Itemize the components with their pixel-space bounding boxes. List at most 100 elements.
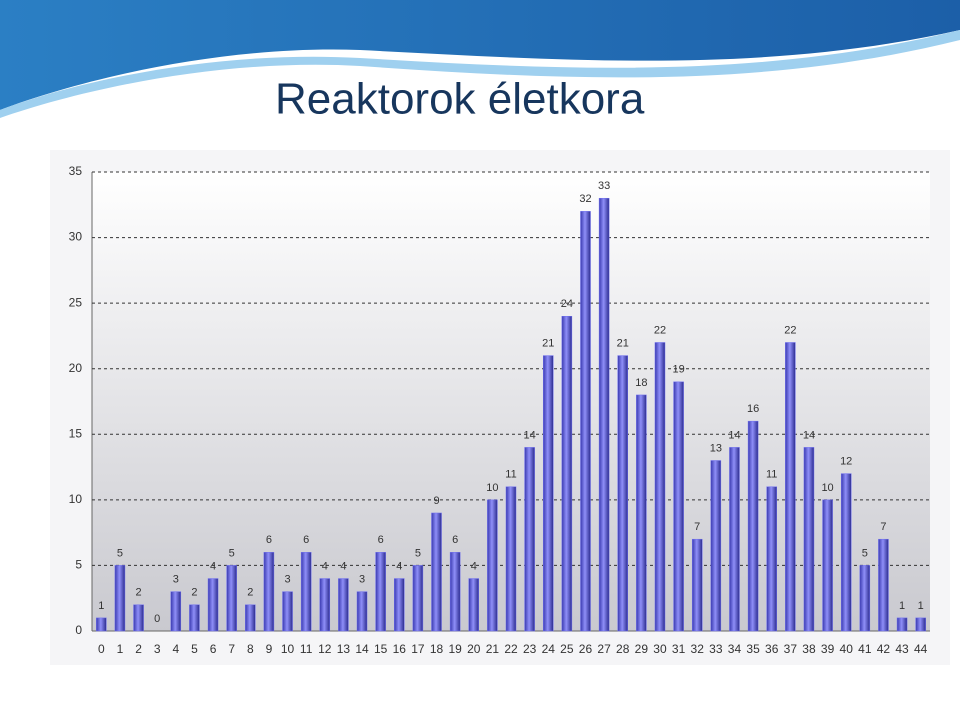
value-label: 24 <box>561 298 573 310</box>
x-tick-label: 3 <box>154 642 161 656</box>
x-tick-label: 43 <box>895 642 909 656</box>
bar <box>245 604 256 632</box>
x-tick-label: 17 <box>411 642 425 656</box>
bar <box>487 499 498 632</box>
value-label: 16 <box>747 403 759 415</box>
bar <box>226 565 237 632</box>
x-tick-label: 42 <box>877 642 891 656</box>
x-tick-label: 36 <box>765 642 779 656</box>
bar <box>785 342 796 632</box>
bar <box>114 565 126 632</box>
value-label: 4 <box>322 560 328 572</box>
title: Reaktorok életkora <box>275 75 645 124</box>
x-tick-label: 29 <box>635 642 649 656</box>
y-tick-label: 10 <box>69 492 83 506</box>
value-label: 19 <box>672 364 684 376</box>
x-tick-label: 13 <box>337 642 351 656</box>
y-tick-label: 15 <box>69 426 83 440</box>
x-tick-label: 35 <box>746 642 760 656</box>
x-tick-label: 6 <box>210 642 217 656</box>
x-tick-label: 22 <box>504 642 518 656</box>
value-label: 21 <box>542 338 554 350</box>
value-label: 22 <box>784 324 796 336</box>
x-tick-label: 20 <box>467 642 481 656</box>
x-tick-label: 12 <box>318 642 332 656</box>
bar <box>729 447 740 632</box>
bar <box>375 552 386 632</box>
bar <box>338 578 349 632</box>
x-tick-label: 44 <box>914 642 928 656</box>
bar <box>319 578 331 632</box>
value-label: 13 <box>710 442 722 454</box>
value-label: 4 <box>471 560 477 572</box>
bar <box>822 499 833 632</box>
x-tick-label: 9 <box>266 642 273 656</box>
x-tick-label: 21 <box>486 642 500 656</box>
x-tick-label: 14 <box>355 642 369 656</box>
x-tick-label: 5 <box>191 642 198 656</box>
plot: 0510152025303501152230435264758296103116… <box>69 164 930 656</box>
x-tick-label: 26 <box>579 642 593 656</box>
x-tick-label: 28 <box>616 642 630 656</box>
bar <box>710 460 722 632</box>
x-tick-label: 37 <box>784 642 798 656</box>
x-tick-label: 18 <box>430 642 444 656</box>
x-tick-label: 15 <box>374 642 388 656</box>
value-label: 11 <box>766 469 777 481</box>
value-label: 32 <box>579 193 591 205</box>
x-tick-label: 8 <box>247 642 254 656</box>
value-label: 5 <box>229 547 235 559</box>
y-tick-label: 30 <box>69 230 83 244</box>
bar <box>189 604 200 632</box>
x-tick-label: 32 <box>691 642 705 656</box>
value-label: 5 <box>117 547 123 559</box>
bar <box>170 591 182 632</box>
value-label: 1 <box>899 600 905 612</box>
bar <box>896 617 908 632</box>
bar <box>412 565 424 632</box>
bar <box>915 617 926 632</box>
bar <box>356 591 368 632</box>
bar <box>431 512 442 632</box>
value-label: 18 <box>635 377 647 389</box>
bar <box>654 342 666 632</box>
bar <box>96 617 107 632</box>
value-label: 1 <box>918 600 924 612</box>
bar <box>524 447 535 632</box>
x-tick-label: 0 <box>98 642 105 656</box>
x-tick-label: 10 <box>281 642 295 656</box>
value-label: 7 <box>880 521 886 533</box>
value-label: 9 <box>433 495 439 507</box>
bar <box>747 420 759 632</box>
value-label: 21 <box>617 338 629 350</box>
x-tick-label: 33 <box>709 642 723 656</box>
header-wave <box>0 0 960 110</box>
x-tick-label: 23 <box>523 642 537 656</box>
x-tick-label: 19 <box>448 642 462 656</box>
bar <box>394 578 405 632</box>
value-label: 7 <box>694 521 700 533</box>
value-label: 2 <box>135 587 141 599</box>
value-label: 2 <box>247 587 253 599</box>
value-label: 11 <box>505 469 516 481</box>
y-tick-label: 20 <box>69 361 83 375</box>
value-label: 14 <box>803 429 815 441</box>
value-label: 10 <box>821 482 833 494</box>
value-label: 3 <box>284 574 290 586</box>
value-label: 4 <box>210 560 216 572</box>
value-label: 33 <box>598 180 610 192</box>
value-label: 12 <box>840 456 852 468</box>
bar <box>505 486 517 632</box>
x-tick-label: 2 <box>135 642 142 656</box>
bar <box>840 473 852 632</box>
x-tick-label: 40 <box>840 642 854 656</box>
x-tick-label: 30 <box>653 642 667 656</box>
bar <box>673 381 684 632</box>
value-label: 6 <box>452 534 458 546</box>
value-label: 4 <box>396 560 402 572</box>
x-tick-label: 7 <box>228 642 235 656</box>
bar <box>803 447 815 632</box>
bar <box>263 552 275 632</box>
bar <box>207 578 219 632</box>
